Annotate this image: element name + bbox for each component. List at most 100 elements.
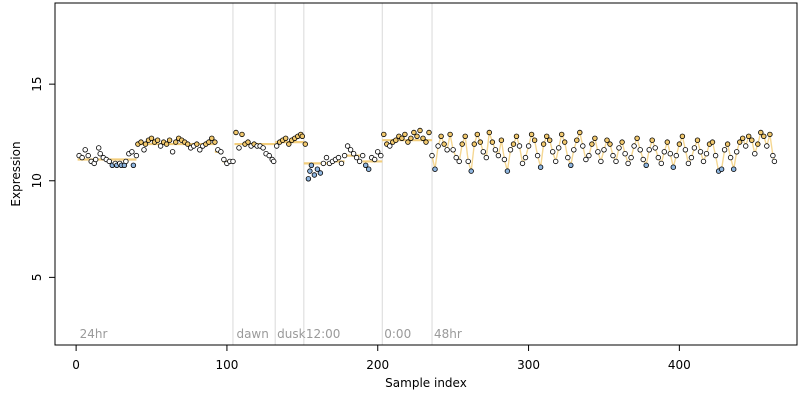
data-point [438, 133, 444, 139]
data-point [157, 143, 164, 149]
data-point [459, 141, 465, 147]
data-point [206, 139, 212, 145]
section-label-dawn: dawn [236, 327, 268, 341]
section-label-1200: 12:00 [306, 327, 341, 341]
data-point [628, 154, 634, 161]
section-boundaries [232, 3, 433, 345]
data-point [465, 158, 471, 165]
data-point [197, 147, 203, 153]
data-point [307, 168, 313, 174]
data-point [712, 152, 719, 159]
data-point [411, 129, 417, 136]
data-point [393, 137, 399, 143]
data-point [679, 133, 686, 139]
section-label-dusk: dusk [277, 327, 305, 341]
data-point [743, 143, 749, 149]
data-point [504, 168, 511, 174]
data-point [724, 141, 731, 147]
data-point [740, 135, 746, 141]
data-point [138, 139, 144, 145]
data-point [540, 141, 547, 147]
data-point [166, 137, 173, 143]
data-point [534, 152, 541, 159]
data-point [79, 154, 85, 161]
data-point [483, 154, 489, 161]
data-point [432, 166, 438, 172]
data-point [664, 139, 670, 145]
data-point [571, 147, 577, 153]
data-point [631, 143, 637, 149]
data-point [643, 162, 649, 168]
x-axis: 0 100 200 300 400 [72, 344, 691, 372]
data-point [731, 166, 737, 172]
data-point [239, 131, 245, 138]
x-tick-label: 300 [517, 358, 540, 372]
data-point [426, 129, 432, 136]
data-point [685, 160, 692, 167]
data-point [92, 156, 99, 163]
data-point [586, 152, 592, 159]
data-point [320, 160, 327, 167]
data-point [489, 139, 496, 145]
data-point [462, 133, 468, 139]
data-point [616, 145, 622, 151]
y-tick-label: 10 [30, 173, 44, 188]
data-point [498, 137, 505, 143]
data-point [764, 143, 770, 149]
data-point [405, 139, 411, 145]
data-point [658, 160, 664, 167]
data-point [423, 139, 429, 145]
data-point [399, 135, 405, 141]
data-point [453, 154, 459, 161]
data-point [447, 131, 453, 138]
data-point [477, 139, 483, 145]
data-point [550, 149, 556, 155]
data-point [372, 156, 378, 163]
data-point [274, 143, 280, 149]
data-point [341, 152, 348, 159]
y-axis-title: Expression [9, 141, 23, 206]
data-point [516, 143, 523, 149]
data-point [148, 135, 155, 141]
data-point [85, 152, 91, 159]
data-point [344, 143, 351, 149]
data-point [580, 143, 586, 149]
data-point [414, 133, 420, 139]
section-labels: 24hr dawn dusk 12:00 0:00 48hr [80, 327, 462, 341]
data-point [737, 139, 743, 145]
data-point [308, 162, 315, 168]
data-point [613, 158, 619, 165]
data-point [169, 149, 176, 155]
data-point [450, 147, 456, 153]
data-point [338, 160, 345, 167]
data-point [531, 137, 538, 143]
data-point [221, 156, 227, 163]
data-point [755, 141, 761, 147]
data-point [640, 156, 646, 163]
data-point [266, 152, 272, 159]
data-point [721, 147, 728, 153]
data-point [233, 129, 239, 136]
data-point [366, 166, 372, 172]
data-point [387, 143, 393, 149]
data-point [302, 141, 308, 147]
data-point [519, 160, 526, 167]
data-point [408, 135, 414, 141]
data-point [709, 139, 716, 145]
data-point [360, 152, 366, 159]
data-point [129, 149, 135, 155]
data-point [474, 131, 480, 138]
data-point [694, 137, 701, 143]
data-point [230, 158, 236, 165]
data-point [305, 176, 312, 182]
data-point [317, 170, 324, 176]
data-point [610, 152, 616, 159]
data-point [245, 139, 251, 145]
data-point [607, 141, 613, 147]
data-point [727, 154, 734, 161]
data-point [471, 141, 477, 147]
data-point [347, 147, 354, 153]
data-point [670, 164, 676, 170]
data-point [97, 150, 103, 157]
data-point [770, 152, 776, 159]
